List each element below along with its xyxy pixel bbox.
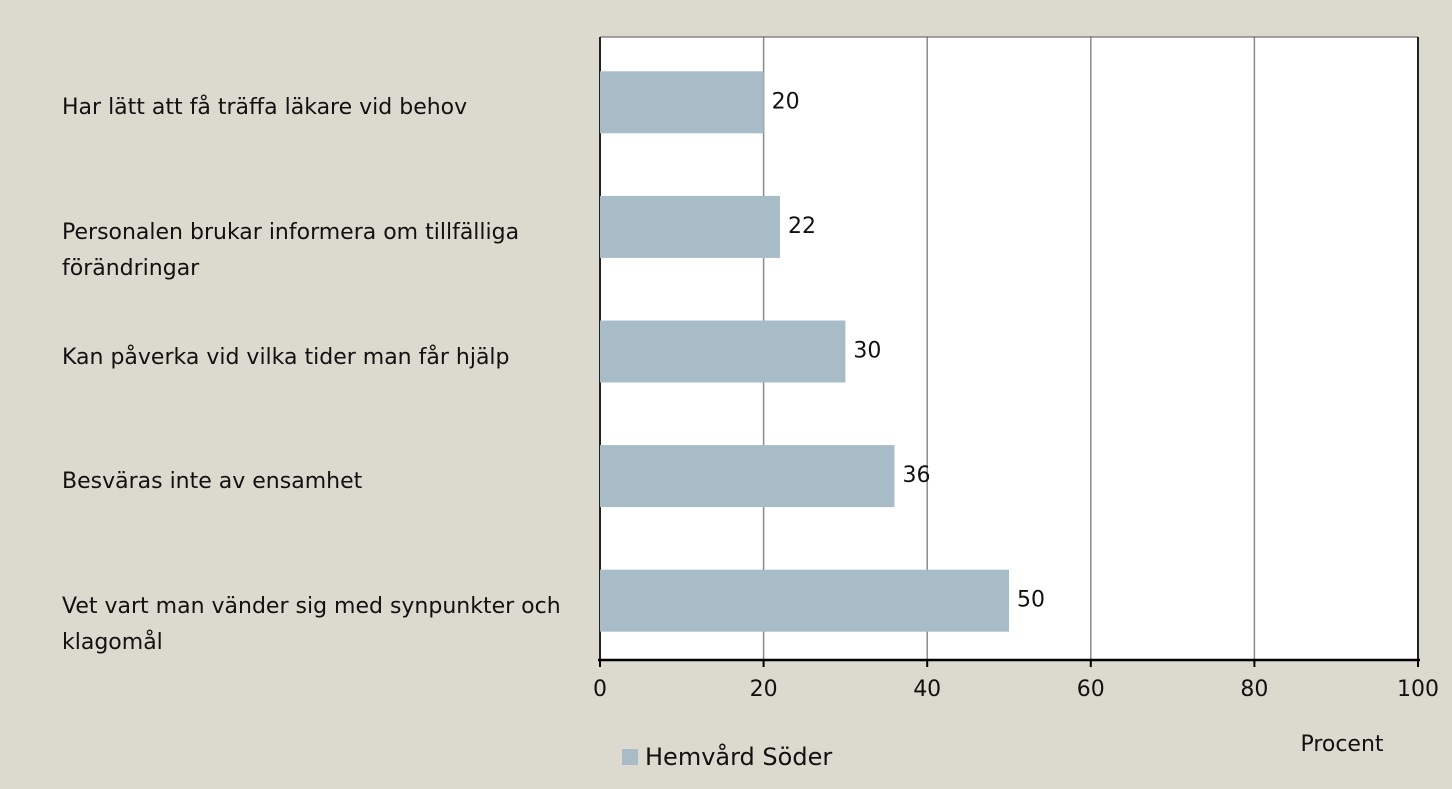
data-label: 36 xyxy=(902,463,930,488)
category-label: Vet vart man vänder sig med synpunkter o… xyxy=(62,593,561,655)
legend-label: Hemvård Söder xyxy=(645,742,832,771)
x-tick-label: 20 xyxy=(750,677,778,702)
x-axis-label: Procent xyxy=(1300,732,1383,757)
x-tick-label: 0 xyxy=(593,677,607,702)
data-label: 22 xyxy=(788,214,816,239)
x-tick-label: 100 xyxy=(1397,677,1439,702)
bar xyxy=(600,71,764,134)
bar xyxy=(600,445,895,508)
data-label: 50 xyxy=(1017,588,1045,613)
bar xyxy=(600,320,846,383)
legend-swatch xyxy=(622,749,638,765)
category-label: Kan påverka vid vilka tider man får hjäl… xyxy=(62,344,510,370)
data-label: 30 xyxy=(853,339,881,364)
category-label: Personalen brukar informera om tillfälli… xyxy=(62,219,520,281)
data-label: 20 xyxy=(772,89,800,114)
category-label: Har lätt att få träffa läkare vid behov xyxy=(62,95,468,121)
bar xyxy=(600,569,1009,632)
x-tick-label: 40 xyxy=(913,677,941,702)
bar xyxy=(600,195,780,258)
x-tick-label: 80 xyxy=(1240,677,1268,702)
category-label: Besväras inte av ensamhet xyxy=(62,469,363,495)
x-tick-label: 60 xyxy=(1077,677,1105,702)
